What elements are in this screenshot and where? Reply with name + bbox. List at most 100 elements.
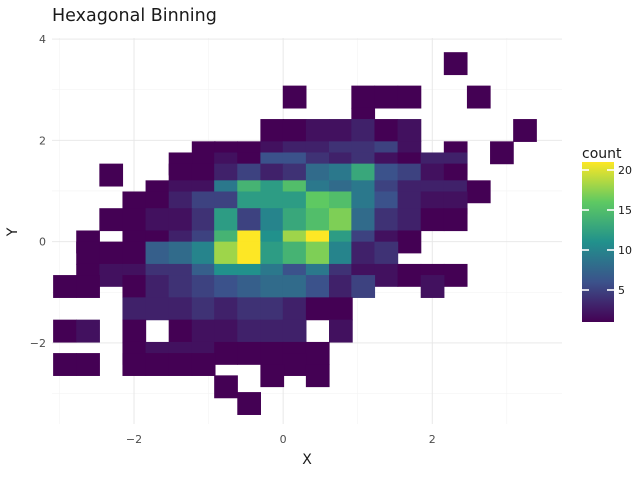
hexbin-cell: 1 bbox=[53, 353, 77, 376]
hexbin-cell: 1 bbox=[260, 364, 285, 388]
hexbin-cell: 14 bbox=[282, 241, 307, 265]
hexbin-cell: 2 bbox=[76, 319, 100, 343]
x-axis-title: X bbox=[302, 452, 312, 468]
legend-title: count bbox=[582, 146, 622, 162]
hexbin-cell: 1 bbox=[466, 180, 491, 204]
hexbin-cell: 1 bbox=[397, 85, 422, 109]
hexbin-cell: 1 bbox=[122, 208, 147, 232]
legend-tick-label: 5 bbox=[618, 284, 625, 297]
y-axis-ticks: −2 0 2 4 bbox=[30, 33, 46, 350]
hexbin-cell: 1 bbox=[305, 364, 330, 388]
hexbin-cell: 5 bbox=[237, 208, 261, 232]
hexbin-cell: 7 bbox=[237, 275, 261, 298]
hexbin-cell: 4 bbox=[191, 208, 216, 232]
hexbin-cell: 18 bbox=[214, 241, 238, 265]
hexbin-cell: 1 bbox=[53, 275, 77, 298]
hexbin-cell: 2 bbox=[420, 275, 445, 298]
hexbin-cell: 1 bbox=[191, 141, 216, 165]
hexbin-cell: 3 bbox=[145, 297, 170, 321]
hexbin-cell: 1 bbox=[168, 319, 193, 343]
legend-tick-label: 15 bbox=[618, 204, 632, 217]
hexbin-cell: 3 bbox=[168, 297, 193, 321]
hexbin-cell: 1 bbox=[305, 297, 330, 321]
hexbin-cell: 1 bbox=[237, 341, 261, 365]
x-tick-label: 2 bbox=[429, 433, 436, 446]
hexbin-cell: 17 bbox=[305, 241, 330, 265]
hexbin-cell: 1 bbox=[513, 119, 537, 142]
hexbin-cell: 4 bbox=[168, 275, 193, 298]
hexbin-cell: 8 bbox=[282, 275, 307, 298]
legend-colorbar bbox=[582, 162, 614, 322]
hexbin-cell: 1 bbox=[443, 263, 468, 287]
hexbin-cell: 1 bbox=[351, 85, 376, 109]
hexbin-cell: 4 bbox=[374, 241, 399, 265]
hexbin-cell: 3 bbox=[351, 241, 376, 265]
hexbin-cell: 2 bbox=[145, 208, 170, 232]
hexbin-cell: 17 bbox=[329, 208, 353, 232]
hexbin-cell: 1 bbox=[282, 119, 307, 142]
hexbin-cell: 2 bbox=[168, 208, 193, 232]
color-legend: count 5 10 15 20 bbox=[582, 146, 632, 322]
hexbin-cell: 1 bbox=[214, 341, 238, 365]
hexbin-cell: 1 bbox=[53, 319, 77, 343]
hexbin-cell: 5 bbox=[351, 275, 376, 298]
hexbin-cell: 1 bbox=[168, 353, 193, 376]
hexbin-cell: 3 bbox=[145, 275, 170, 298]
hexbin-cell: 3 bbox=[351, 119, 376, 142]
hexbin-cell: 13 bbox=[282, 208, 307, 232]
hexbin-cell: 4 bbox=[374, 208, 399, 232]
hexbin-cell: 1 bbox=[397, 263, 422, 287]
hexbin-cell: 1 bbox=[76, 275, 100, 298]
hexbin-cell: 2 bbox=[397, 119, 422, 142]
hexbin-cell: 12 bbox=[214, 208, 238, 232]
y-tick-label: 4 bbox=[39, 33, 46, 46]
hexbin-cell: 3 bbox=[260, 319, 285, 343]
hexbin-cell: 1 bbox=[260, 119, 285, 142]
hexbin-cell: 1 bbox=[99, 163, 124, 187]
x-tick-label: 0 bbox=[280, 433, 287, 446]
chart-title: Hexagonal Binning bbox=[52, 6, 217, 26]
hexbin-cell: 3 bbox=[237, 319, 261, 343]
legend-tick-label: 20 bbox=[618, 164, 632, 177]
hexbin-cell: 1 bbox=[282, 85, 307, 109]
hexbin-cell: 4 bbox=[237, 297, 261, 321]
hexbin-cell: 5 bbox=[191, 275, 216, 298]
hexbin-cell: 10 bbox=[191, 241, 216, 265]
hexbin-cell: 4 bbox=[191, 297, 216, 321]
hexbin-cell: 6 bbox=[214, 275, 238, 298]
hexbin-cell: 2 bbox=[99, 263, 124, 287]
hexbin-cell: 3 bbox=[282, 319, 307, 343]
hexbin-cell: 4 bbox=[260, 297, 285, 321]
hexbin-cell: 1 bbox=[122, 275, 147, 298]
hexbin-cell: 1 bbox=[305, 341, 330, 365]
hexbin-cell: 1 bbox=[122, 319, 147, 343]
hexbin-cell: 7 bbox=[145, 241, 170, 265]
hexbin-cell: 1 bbox=[329, 297, 353, 321]
hexbin-cell: 2 bbox=[329, 119, 353, 142]
legend-ticks: 5 10 15 20 bbox=[582, 164, 632, 297]
hexbin-cell: 8 bbox=[351, 208, 376, 232]
hexbin-cell: 3 bbox=[214, 297, 238, 321]
hexbin-cell: 2 bbox=[191, 319, 216, 343]
hexbin-cell: 1 bbox=[99, 241, 124, 265]
y-tick-label: 0 bbox=[39, 236, 46, 249]
hexbin-cell: 2 bbox=[329, 319, 353, 343]
hexbin-cell: 10 bbox=[329, 241, 353, 265]
hexbin-cell: 1 bbox=[282, 353, 307, 376]
x-axis-ticks: −2 0 2 bbox=[126, 433, 436, 446]
hexbin-cell: 1 bbox=[76, 241, 100, 265]
hexbin-cell: 1 bbox=[145, 353, 170, 376]
hexbin-cell: 1 bbox=[443, 208, 468, 232]
x-tick-label: −2 bbox=[126, 433, 142, 446]
hexbin-cell: 1 bbox=[191, 353, 216, 376]
hexbin-cell: 3 bbox=[329, 275, 353, 298]
hexbin-cell: 15 bbox=[305, 208, 330, 232]
y-tick-label: −2 bbox=[30, 337, 46, 350]
hexbin-cell: 8 bbox=[260, 275, 285, 298]
hexbin-cell: 8 bbox=[168, 241, 193, 265]
legend-tick-label: 10 bbox=[618, 244, 632, 257]
hexbin-cell: 1 bbox=[466, 85, 491, 109]
hexbin-cell: 1 bbox=[260, 341, 285, 365]
hexbin-cell: 1 bbox=[397, 230, 422, 254]
